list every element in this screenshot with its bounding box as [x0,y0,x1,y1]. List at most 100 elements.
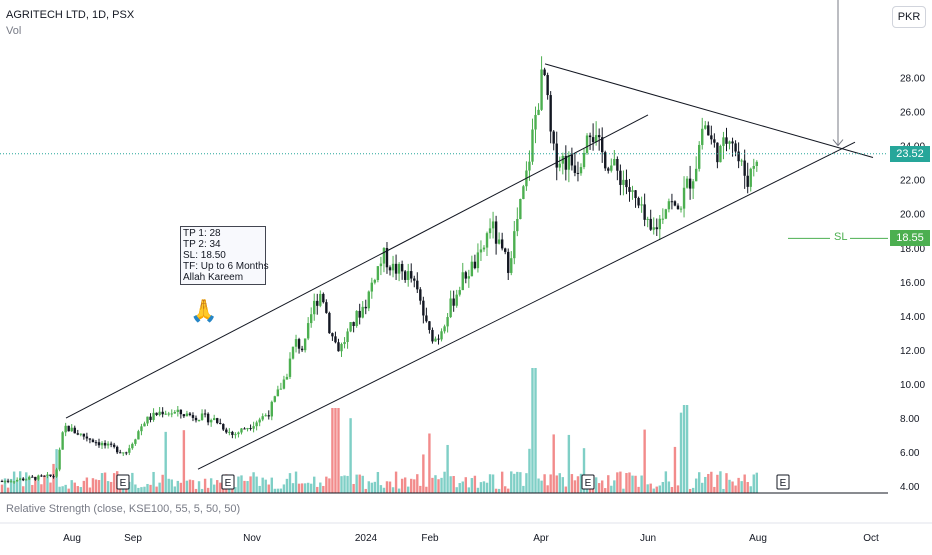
volume-bar [261,477,264,493]
candle-body [331,333,334,337]
volume-bar [640,475,643,493]
volume-bar [619,471,622,493]
candle-body [643,204,646,220]
volume-bar [485,482,489,493]
volume-bar [234,487,237,493]
volume-bar [434,475,437,493]
volume-bar [476,487,480,493]
candle-body [273,396,277,402]
volume-bar [510,471,513,493]
volume-bar [461,481,464,493]
volume-bar [73,482,76,493]
candle-body [510,258,513,273]
candle-body [285,376,289,380]
channel-lower-line [197,141,856,470]
candle-body [434,338,437,342]
candle-body [373,279,377,283]
volume-bar [249,476,252,493]
volume-bar [334,408,337,493]
candle-body [370,282,374,292]
volume-bar [194,488,198,493]
volume-bar [513,473,516,493]
volume-bar [416,474,419,493]
resistance-line [544,63,874,158]
volume-bar [143,486,146,493]
candle-body [576,172,580,174]
candle-body [397,263,401,274]
candle-body [573,165,577,173]
volume-bar [473,475,477,493]
volume-bar [343,475,346,493]
candle-body [31,476,34,478]
x-tick-label: Aug [63,533,81,544]
volume-bar [397,488,401,493]
candle-body [358,310,361,318]
candle-body [170,413,173,415]
volume-bar [337,408,340,493]
candle-body [497,239,501,244]
candle-body [716,142,719,163]
currency-button[interactable]: PKR [892,6,926,28]
candle-body [385,247,389,268]
x-tick-label: Sep [124,533,142,544]
volume-bar [534,368,537,493]
candle-body [352,322,355,326]
volume-bar [755,472,758,493]
candle-body [237,432,240,435]
volume-bar [719,471,722,493]
volume-bar [361,475,364,493]
candle-body [619,170,622,185]
volume-bar [528,448,531,493]
volume-bar [306,482,310,493]
volume-bar [410,478,413,493]
candle-body [467,276,471,279]
volume-bar [452,475,455,493]
volume-bar [270,477,273,493]
volume-bar [628,472,631,493]
volume-bars [0,368,758,493]
candle-body [179,409,183,415]
candle-body [364,306,367,309]
y-tick-label: 28.00 [900,73,925,84]
volume-bar [222,486,225,493]
candle-body [585,135,589,154]
volume-bar [358,474,361,493]
volume-bar [155,486,158,493]
volume-bar [40,484,43,493]
candle-body [670,201,674,203]
earnings-marker-label: E [120,478,127,489]
candle-body [746,175,749,187]
candle-body [191,415,195,418]
volume-bar [246,481,249,493]
volume-bar [25,472,28,493]
candle-body [261,416,264,420]
volume-bar [725,473,728,493]
volume-bar [97,480,101,493]
candle-body [755,161,758,166]
candle-body [197,419,201,421]
candle-body [558,163,561,168]
candle-body [664,209,668,219]
note-line-wish: Allah Kareem [183,272,244,283]
volume-bar [61,486,64,493]
volume-bar [15,481,19,493]
volume-bar [594,477,598,493]
volume-bar [716,474,719,493]
x-tick-label: Feb [421,533,439,544]
volume-bar [655,486,658,493]
candle-body [97,442,101,446]
trendlines [0,0,888,470]
volume-bar [604,488,607,493]
x-tick-label: Oct [863,533,879,544]
volume-bar [34,476,37,493]
candle-body [361,306,364,318]
candle-body [164,413,167,415]
volume-bar [294,471,298,493]
volume-bar [22,486,25,493]
volume-bar [573,480,577,493]
candle-body [597,135,601,138]
candle-body [128,448,131,453]
